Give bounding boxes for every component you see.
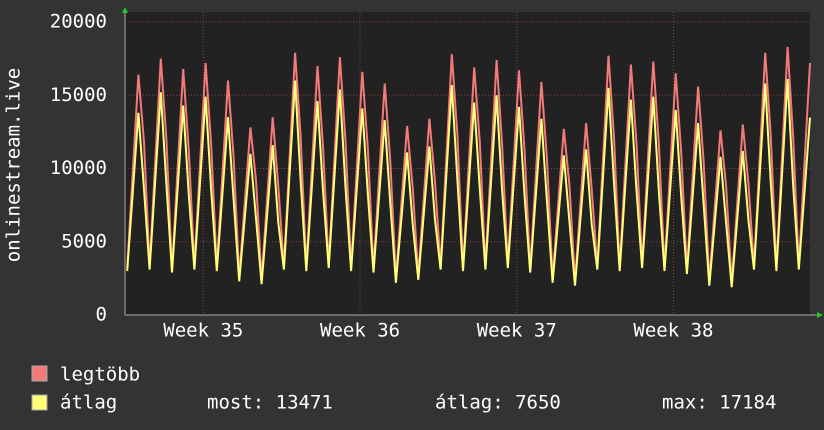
y-tick-label: 10000: [50, 157, 107, 179]
x-tick-label: Week 37: [477, 320, 557, 342]
x-tick-label: Week 36: [320, 320, 400, 342]
legend-stat: átlag: 7650: [435, 392, 561, 414]
legend-label: legtöbb: [60, 364, 140, 386]
x-tick-label: Week 35: [163, 320, 243, 342]
lines: [126, 46, 811, 288]
legend-stat: max: 17184: [662, 392, 776, 414]
legend-stat: most: 13471: [207, 392, 333, 414]
y-axis-label: onlinestream.live: [3, 68, 25, 262]
y-tick-label: 5000: [61, 230, 107, 252]
y-tick-label: 15000: [50, 84, 107, 106]
y-arrow: [122, 7, 128, 13]
legend-swatch: [31, 394, 48, 411]
legend-label: átlag: [60, 392, 117, 414]
y-tick-label: 20000: [50, 11, 107, 33]
x-arrow: [817, 312, 823, 318]
legend-swatch: [31, 365, 48, 382]
x-tick-label: Week 38: [633, 320, 713, 342]
series-line: [126, 79, 811, 288]
y-tick-label: 0: [96, 304, 107, 326]
